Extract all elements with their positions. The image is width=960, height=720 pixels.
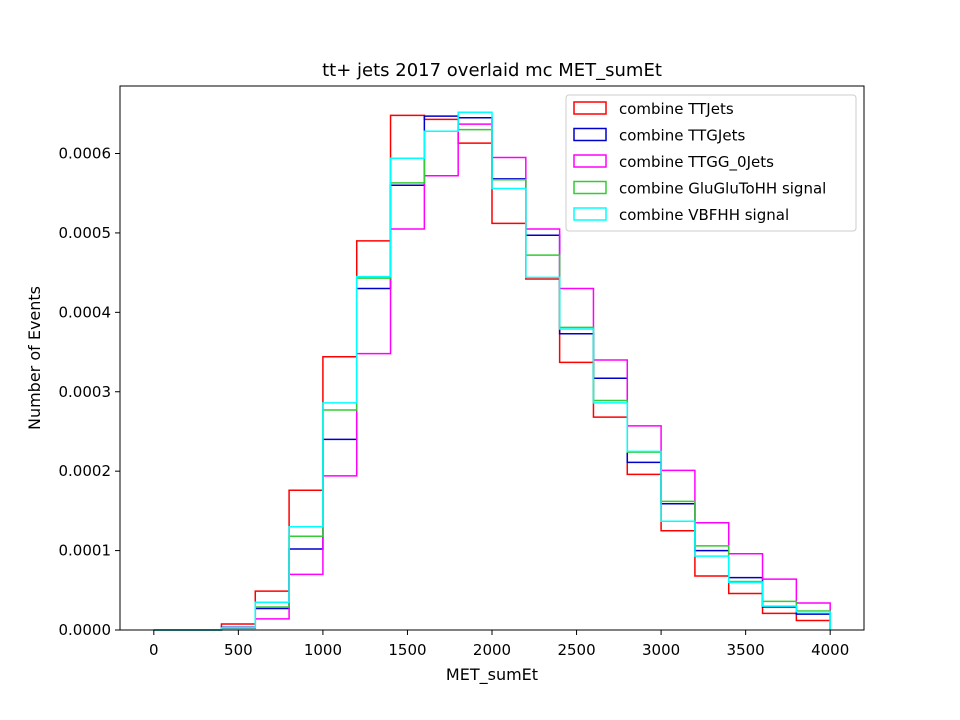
y-tick-label: 0.0002 xyxy=(59,462,112,480)
y-axis-title: Number of Events xyxy=(25,286,44,430)
x-tick-label: 2500 xyxy=(557,641,595,659)
legend-label-4: combine VBFHH signal xyxy=(619,206,789,224)
y-axis: 0.0000 0.0001 0.0002 0.0003 0.0004 0.0005 0.00… xyxy=(59,145,120,639)
legend-label-1: combine TTGJets xyxy=(619,127,745,145)
legend-swatch-1 xyxy=(573,127,607,142)
x-tick-label: 1000 xyxy=(304,641,342,659)
chart-title: tt+ jets 2017 overlaid mc MET_sumEt xyxy=(322,60,662,81)
legend: combine TTJets combine TTGJets combine TTG… xyxy=(565,94,857,232)
legend-swatch-0 xyxy=(573,101,607,115)
x-tick-label: 2000 xyxy=(473,641,511,659)
legend-label-2: combine TTGG_0Jets xyxy=(619,153,774,172)
y-tick-label: 0.0004 xyxy=(59,303,112,321)
legend-swatch-3 xyxy=(573,180,607,195)
plot-area xyxy=(153,111,831,631)
legend-swatch-2 xyxy=(573,154,607,168)
x-tick-label: 1500 xyxy=(388,641,426,659)
x-axis: 0 500 1000 1500 2000 2500 3000 3500 4000 xyxy=(149,630,849,659)
x-tick-label: 4000 xyxy=(811,641,849,659)
y-tick-label: 0.0000 xyxy=(59,621,112,639)
x-tick-label: 3500 xyxy=(727,641,765,659)
y-tick-label: 0.0001 xyxy=(59,542,112,560)
series-4-histogram xyxy=(153,111,831,631)
legend-label-0: combine TTJets xyxy=(619,100,734,118)
x-tick-label: 0 xyxy=(149,641,159,659)
x-tick-label: 500 xyxy=(224,641,253,659)
x-tick-label: 3000 xyxy=(642,641,680,659)
legend-swatch-4 xyxy=(573,207,607,221)
legend-box xyxy=(565,94,857,232)
x-axis-title: MET_sumEt xyxy=(446,665,538,685)
y-tick-label: 0.0005 xyxy=(59,224,112,242)
legend-label-3: combine GluGluToHH signal xyxy=(619,180,826,198)
y-tick-label: 0.0006 xyxy=(59,145,112,163)
y-tick-label: 0.0003 xyxy=(59,383,112,401)
